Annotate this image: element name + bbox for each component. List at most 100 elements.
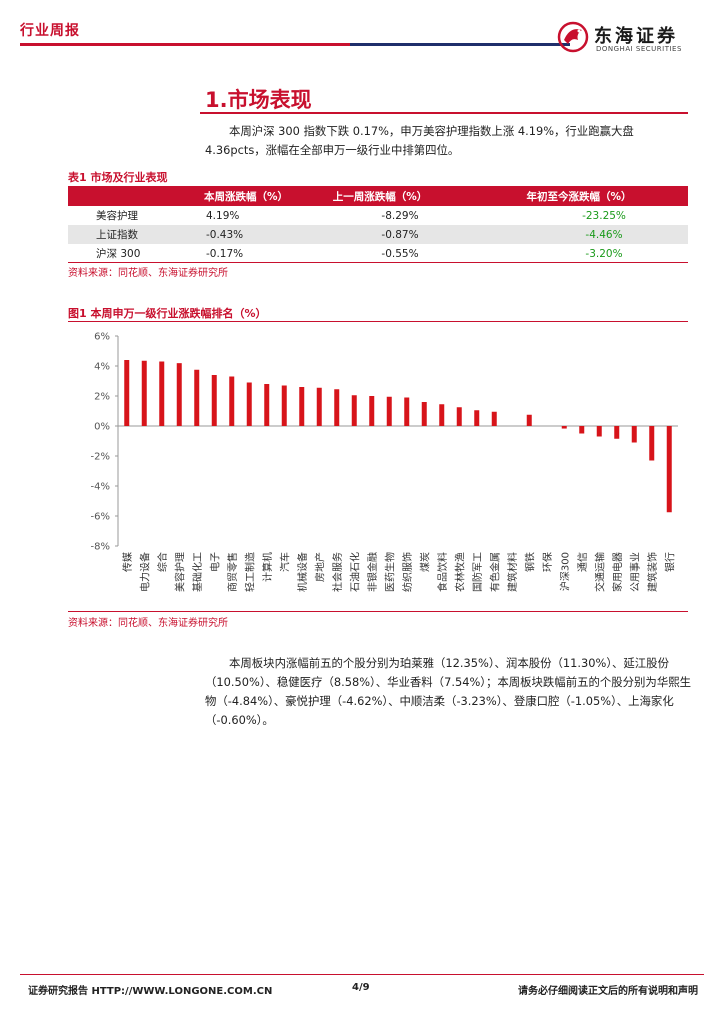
bar	[526, 414, 532, 426]
table-header-cell	[68, 186, 148, 206]
bar	[404, 397, 410, 426]
table-cell: -4.46%	[470, 225, 688, 244]
x-category-label: 房地产	[313, 552, 326, 582]
stock-movers-paragraph: 本周板块内涨幅前五的个股分别为珀莱雅（12.35%）、润本股份（11.30%）、…	[205, 656, 691, 727]
y-tick-label: 0%	[94, 422, 110, 433]
x-category-label: 社会服务	[331, 552, 344, 592]
header-rule-navy	[350, 43, 570, 46]
bar	[596, 426, 602, 437]
bar	[281, 385, 287, 426]
y-tick-label: -4%	[91, 482, 110, 493]
bar	[649, 426, 655, 461]
table-row: 美容护理 4.19% -8.29% -23.25%	[68, 206, 688, 225]
x-category-label: 轻工制造	[243, 552, 256, 592]
x-category-label: 商贸零售	[226, 552, 239, 592]
bar	[141, 360, 147, 426]
figure-top-rule	[68, 321, 688, 322]
x-category-label: 交通运输	[593, 552, 606, 592]
table-source-note: 资料来源：同花顺、东海证券研究所	[68, 268, 228, 279]
section-title: 1.市场表现	[205, 88, 312, 112]
x-category-label: 通信	[577, 552, 589, 572]
x-category-label: 环保	[541, 552, 554, 572]
x-category-label: 钢铁	[523, 552, 536, 572]
bar	[194, 369, 200, 426]
x-category-label: 纺织服饰	[401, 552, 414, 592]
dragon-logo-icon	[557, 21, 589, 53]
bar	[124, 360, 130, 426]
footer-disclaimer: 请务必仔细阅读正文后的所有说明和声明	[518, 986, 698, 997]
footer-website: 证券研究报告 HTTP://WWW.LONGONE.COM.CN	[28, 986, 273, 997]
table-cell: -3.20%	[585, 247, 623, 260]
table-cell: 上证指数	[68, 225, 148, 244]
x-category-label: 石油石化	[348, 552, 361, 592]
table-header-row: 本周涨跌幅（%） 上一周涨跌幅（%） 年初至今涨跌幅（%）	[68, 186, 688, 206]
x-category-label: 食品饮料	[436, 552, 449, 592]
figure-caption: 图1 本周申万一级行业涨跌幅排名（%）	[68, 307, 267, 320]
figure-source-note: 资料来源：同花顺、东海证券研究所	[68, 618, 228, 629]
y-tick-label: 6%	[94, 332, 110, 343]
bar	[211, 375, 217, 426]
section-title-rule	[200, 112, 688, 114]
x-category-label: 建筑装饰	[646, 552, 659, 592]
x-category-label: 农林牧渔	[453, 552, 466, 592]
table-caption: 表1 市场及行业表现	[68, 171, 168, 184]
x-category-label: 计算机	[261, 552, 274, 582]
bar	[246, 382, 252, 426]
bar	[491, 411, 497, 426]
x-category-label: 家用电器	[611, 552, 624, 592]
table-cell: -0.17%	[206, 247, 244, 260]
bar	[299, 387, 305, 426]
figure-bottom-rule	[68, 611, 688, 612]
table-cell: -0.87%	[290, 225, 470, 244]
table-row: 上证指数 -0.43% -0.87% -4.46%	[68, 225, 688, 244]
page-number: 4/9	[352, 982, 370, 993]
y-tick-label: 4%	[94, 362, 110, 373]
table-cell: -0.55%	[381, 247, 419, 260]
y-tick-label: -6%	[91, 512, 110, 523]
bar	[456, 407, 462, 426]
bar	[386, 396, 392, 426]
bar	[176, 363, 182, 426]
y-tick-label: 2%	[94, 392, 110, 403]
bar	[334, 389, 340, 426]
x-category-label: 医药生物	[383, 552, 396, 592]
bar	[421, 402, 427, 426]
bar	[561, 426, 567, 429]
x-category-label: 有色金属	[488, 552, 501, 592]
bar	[666, 426, 672, 513]
table-header-cell: 本周涨跌幅（%）	[148, 186, 290, 206]
x-category-label: 非银金融	[366, 552, 379, 592]
table-row: 沪深 300 -0.17% -0.55% -3.20%	[68, 244, 688, 263]
x-category-label: 基础化工	[191, 552, 204, 592]
x-category-label: 传媒	[122, 552, 134, 572]
header-rule-red	[20, 43, 350, 46]
table-bottom-rule	[68, 262, 688, 263]
bar	[579, 426, 585, 434]
x-category-label: 煤炭	[418, 552, 431, 572]
bar	[264, 384, 270, 426]
x-category-label: 电力设备	[138, 552, 151, 592]
bar	[351, 395, 357, 426]
bar	[159, 361, 165, 426]
table-cell: 4.19%	[206, 209, 240, 222]
footer-rule	[20, 974, 704, 975]
bar	[614, 426, 620, 439]
x-category-label: 公用事业	[628, 552, 641, 592]
bar	[229, 376, 235, 426]
x-category-label: 机械设备	[296, 552, 309, 592]
bar	[316, 387, 322, 426]
company-logo: 东海证券 DONGHAI SECURITIES	[556, 18, 706, 58]
logo-chinese-name: 东海证券	[594, 26, 678, 47]
table-cell: 沪深 300	[96, 248, 141, 260]
y-tick-label: -8%	[91, 542, 110, 553]
bar	[439, 404, 445, 426]
x-category-label: 国防军工	[471, 552, 484, 592]
table-cell: -23.25%	[582, 209, 626, 222]
logo-english-name: DONGHAI SECURITIES	[596, 45, 682, 53]
report-type-tag: 行业周报	[20, 23, 80, 39]
y-tick-label: -2%	[91, 452, 110, 463]
table-header-cell: 年初至今涨跌幅（%）	[470, 186, 688, 206]
bar	[474, 410, 480, 426]
table-cell: -8.29%	[381, 209, 419, 222]
industry-ranking-bar-chart: 6% 4% 2% 0% -2% -4% -6% -8% 传媒 电力设备 综合 美容护理 基础化工 电子 商贸…	[91, 332, 678, 592]
